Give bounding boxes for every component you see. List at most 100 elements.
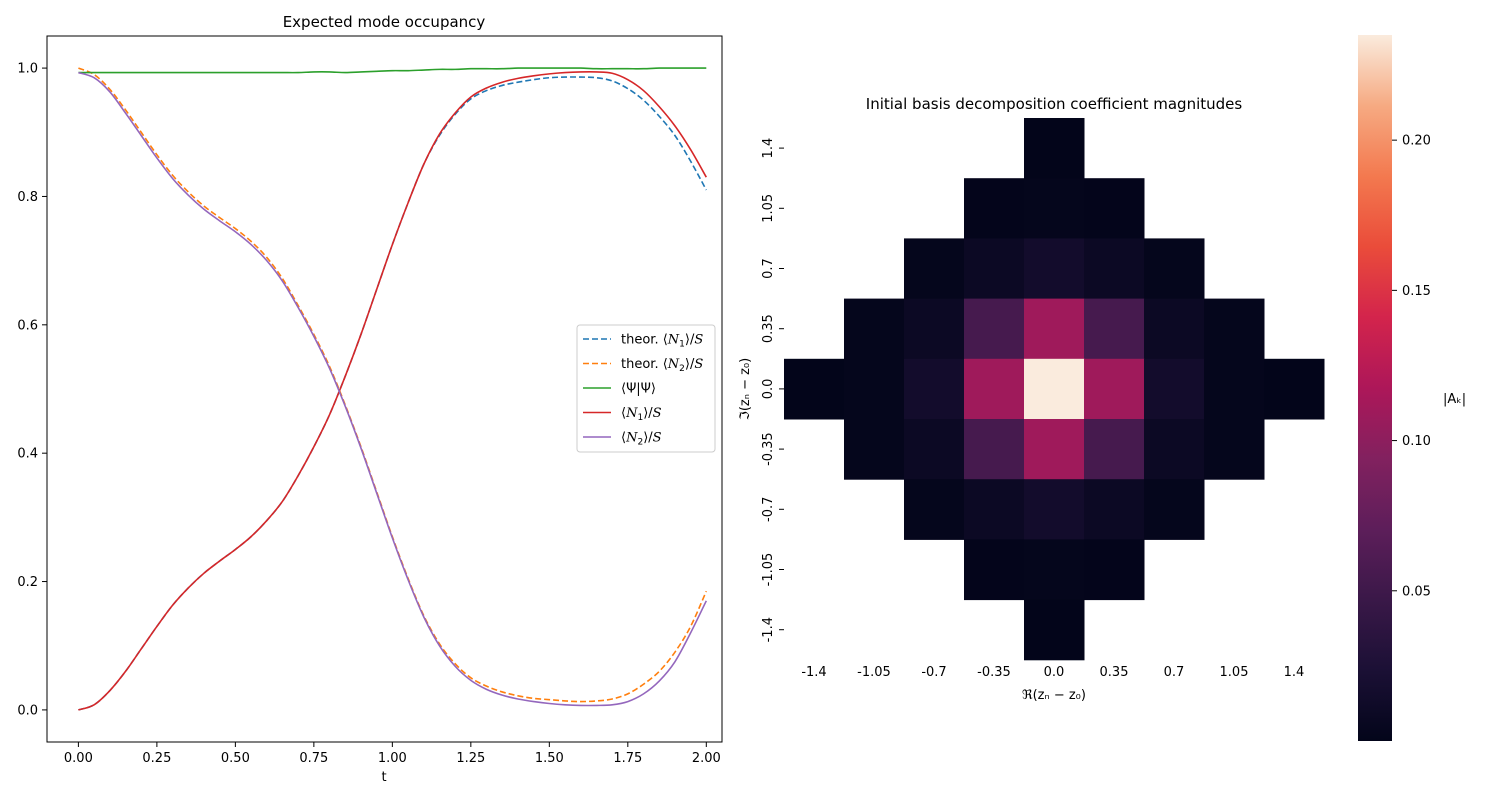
colorbar-tick-label: 0.10 [1402,434,1431,449]
y-tick-label: 1.0 [17,62,38,77]
heatmap-cell [1144,238,1205,300]
heatmap-cell [1024,419,1085,480]
heatmap-cell [1084,298,1145,360]
y-tick-label: 0.2 [17,575,38,590]
heatmap-cell [1024,358,1085,420]
heatmap-x-tick-label: 0.0 [1044,665,1065,680]
heatmap-cell [1024,539,1085,601]
heatmap-cell [1204,298,1265,360]
heatmap-cell [1144,479,1205,540]
heatmap-x-label: ℜ(zₙ − z₀) [1022,688,1086,703]
x-tick-label: 1.25 [456,751,485,766]
heatmap-cell [964,539,1025,601]
colorbar-label: |Aₖ| [1443,392,1466,407]
colorbar-gradient [1358,35,1392,741]
legend-label-0: theor. ⟨N1⟩/S [621,333,703,350]
heatmap-cells [784,118,1325,661]
x-tick-label: 0.00 [64,751,93,766]
x-tick-label: 0.50 [221,751,250,766]
heatmap-cell [1024,238,1085,300]
series-line-0 [78,76,708,711]
heatmap-cell [1084,238,1145,300]
legend-label-4: ⟨N2⟩/S [621,431,662,448]
heatmap-cell [844,298,905,360]
heatmap-x-tick-label: 0.35 [1100,665,1129,680]
heatmap-cell [964,298,1025,360]
heatmap-cell [844,419,905,480]
heatmap-cell [1264,358,1325,420]
line-chart-plot [78,67,708,711]
line-chart-frame [46,35,723,743]
heatmap-cell [1084,479,1145,540]
y-tick-label: 0.4 [17,447,38,462]
heatmap-cell [964,479,1025,540]
heatmap-cell [904,419,965,480]
y-tick-label: 0.8 [17,190,38,205]
heatmap-cell [1084,178,1145,239]
legend-box [576,324,716,453]
colorbar-ticks: 0.05 0.10 0.15 0.20 [1392,134,1431,599]
legend-label-1: theor. ⟨N2⟩/S [621,357,703,374]
heatmap-cell [1084,358,1145,420]
heatmap-y-tick-label: -0.35 [761,432,776,466]
heatmap-title: Initial basis decomposition coefficient … [866,95,1243,113]
heatmap-x-tick-label: -1.05 [857,665,891,680]
x-tick-label: 2.00 [692,751,721,766]
line-chart: Expected mode occupancy 0.00 0.25 0.50 0.75… [17,13,723,785]
heatmap-cell [1084,419,1145,480]
y-tick-label: 0.0 [17,703,38,718]
y-tick-label: 0.6 [17,318,38,333]
heatmap-cell [964,238,1025,300]
line-chart-x-axis: 0.00 0.25 0.50 0.75 1.00 1.25 1.50 1.75 2.00 [64,742,721,766]
series-line-4 [78,71,708,707]
x-tick-label: 1.00 [378,751,407,766]
heatmap-x-axis: -1.4 -1.05 -0.7 -0.35 0.0 0.35 0.7 1.05 1.4 [801,665,1304,680]
legend-label-3: ⟨N1⟩/S [621,406,662,423]
line-chart-x-label: t [381,770,386,785]
line-chart-title: Expected mode occupancy [283,13,486,31]
heatmap-cell [1024,178,1085,239]
heatmap-cell [1144,358,1205,420]
heatmap-cell [964,178,1025,239]
heatmap-y-tick-label: -1.05 [761,553,776,587]
heatmap-y-tick-label: 0.0 [761,379,776,400]
colorbar-tick-label: 0.20 [1402,134,1431,149]
heatmap-cell [904,358,965,420]
x-tick-label: 0.75 [299,751,328,766]
series-line-3 [78,71,707,711]
heatmap-y-label: ℑ(zₙ − z₀) [738,358,753,420]
heatmap-y-tick-label: 0.35 [761,314,776,343]
heatmap-x-tick-label: -0.35 [977,665,1011,680]
heatmap-cell [964,358,1025,420]
heatmap-y-tick-label: 1.05 [761,194,776,223]
heatmap-cell [784,358,845,420]
series-line-2 [78,67,707,74]
heatmap-cell [1204,358,1265,420]
x-tick-label: 1.75 [613,751,642,766]
heatmap-y-tick-label: 0.7 [761,258,776,279]
colorbar-tick-label: 0.05 [1402,584,1431,599]
heatmap-cell [1144,298,1205,360]
heatmap-y-tick-label: -0.7 [761,497,776,522]
heatmap-cell [1024,298,1085,360]
heatmap-x-tick-label: -1.4 [801,665,826,680]
heatmap-cell [964,419,1025,480]
heatmap-cell [1024,599,1085,661]
heatmap-x-tick-label: 0.7 [1164,665,1185,680]
heatmap-cell [904,298,965,360]
colorbar-tick-label: 0.15 [1402,284,1431,299]
heatmap-x-tick-label: -0.7 [921,665,946,680]
heatmap-y-tick-label: 1.4 [761,138,776,159]
heatmap-x-tick-label: 1.4 [1284,665,1305,680]
x-tick-label: 0.25 [142,751,171,766]
heatmap-cell [1144,419,1205,480]
heatmap-y-axis: 1.4 1.05 0.7 0.35 0.0 -0.35 -0.7 -1.05 -1.4 [761,138,784,642]
legend-label-2: ⟨Ψ|Ψ⟩ [621,382,656,397]
heatmap-cell [1024,118,1085,179]
line-chart-y-axis: 0.0 0.2 0.4 0.6 0.8 1.0 [17,62,47,718]
x-tick-label: 1.50 [535,751,564,766]
line-chart-legend: theor. ⟨N1⟩/S theor. ⟨N2⟩/S ⟨Ψ|Ψ⟩ ⟨N1⟩/S ⟨N2… [576,324,716,453]
heatmap-cell [1084,539,1145,601]
heatmap-y-tick-label: -1.4 [761,617,776,642]
